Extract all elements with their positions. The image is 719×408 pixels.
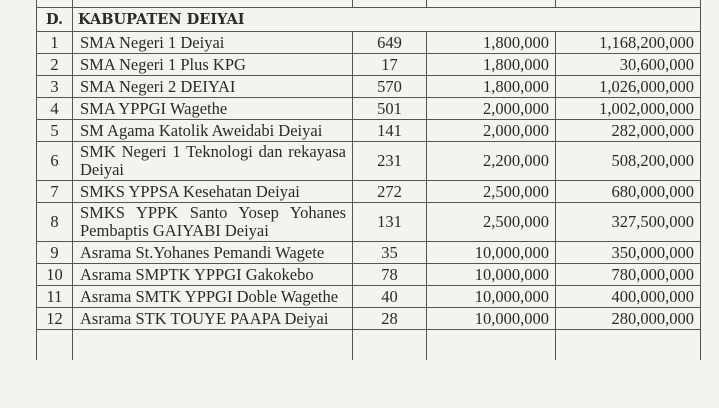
budget-table: D. KABUPATEN DEIYAI 1 SMA Negeri 1 Deiyai…: [36, 0, 701, 360]
table-row: 9 Asrama St.Yohanes Pemandi Wagete 35 10,00…: [36, 241, 701, 264]
unit-amount: 2,200,000: [426, 141, 556, 181]
row-number: 10: [36, 263, 73, 286]
table-row: 12 Asrama STK TOUYE PAAPA Deiyai 28 10,000,…: [36, 307, 701, 330]
school-name: SMA Negeri 1 Deiyai: [72, 31, 353, 54]
unit-amount: 2,000,000: [426, 119, 556, 142]
school-name: SMA Negeri 2 DEIYAI: [72, 75, 353, 98]
student-count: 141: [352, 119, 427, 142]
section-title: KABUPATEN DEIYAI: [72, 7, 701, 32]
total-amount: 400,000,000: [555, 285, 701, 308]
school-name: SM Agama Katolik Aweidabi Deiyai: [72, 119, 353, 142]
student-count: 131: [352, 202, 427, 242]
previous-row-fragment: [36, 0, 701, 8]
total-amount: 327,500,000: [555, 202, 701, 242]
student-count: 649: [352, 31, 427, 54]
table-row: 6 SMK Negeri 1 Teknologi dan rekayasa Dei…: [36, 141, 701, 181]
school-name: SMA YPPGI Wagethe: [72, 97, 353, 120]
student-count: 501: [352, 97, 427, 120]
total-amount: 1,002,000,000: [555, 97, 701, 120]
table-row: 7 SMKS YPPSA Kesehatan Deiyai 272 2,500,000…: [36, 180, 701, 203]
table-body: D. KABUPATEN DEIYAI 1 SMA Negeri 1 Deiyai…: [36, 0, 701, 360]
student-count: 28: [352, 307, 427, 330]
unit-amount: 1,800,000: [426, 53, 556, 76]
school-name: Asrama SMPTK YPPGI Gakokebo: [72, 263, 353, 286]
row-number: 3: [36, 75, 73, 98]
row-number: 6: [36, 141, 73, 181]
student-count: 40: [352, 285, 427, 308]
student-count: 35: [352, 241, 427, 264]
row-number: 8: [36, 202, 73, 242]
student-count: 231: [352, 141, 427, 181]
table-row: 2 SMA Negeri 1 Plus KPG 17 1,800,000 30,600,…: [36, 53, 701, 76]
school-name: SMA Negeri 1 Plus KPG: [72, 53, 353, 76]
total-amount: 508,200,000: [555, 141, 701, 181]
total-amount: 1,026,000,000: [555, 75, 701, 98]
unit-amount: 2,500,000: [426, 180, 556, 203]
section-header-row: D. KABUPATEN DEIYAI: [36, 7, 701, 32]
row-number: 9: [36, 241, 73, 264]
school-name: SMKS YPPSA Kesehatan Deiyai: [72, 180, 353, 203]
row-number: 5: [36, 119, 73, 142]
row-number: 7: [36, 180, 73, 203]
table-row: 5 SM Agama Katolik Aweidabi Deiyai 141 2,00…: [36, 119, 701, 142]
section-code: D.: [36, 7, 73, 32]
unit-amount: 10,000,000: [426, 241, 556, 264]
table-row: 8 SMKS YPPK Santo Yosep Yohanes Pembaptis…: [36, 202, 701, 242]
school-name: Asrama STK TOUYE PAAPA Deiyai: [72, 307, 353, 330]
unit-amount: 1,800,000: [426, 75, 556, 98]
unit-amount: 2,500,000: [426, 202, 556, 242]
row-number: 1: [36, 31, 73, 54]
student-count: 17: [352, 53, 427, 76]
school-name: Asrama St.Yohanes Pemandi Wagete: [72, 241, 353, 264]
unit-amount: 2,000,000: [426, 97, 556, 120]
unit-amount: 10,000,000: [426, 263, 556, 286]
row-number: 4: [36, 97, 73, 120]
table-row: 11 Asrama SMTK YPPGI Doble Wagethe 40 10,00…: [36, 285, 701, 308]
school-name: SMKS YPPK Santo Yosep Yohanes Pembaptis …: [72, 202, 353, 242]
school-name: SMK Negeri 1 Teknologi dan rekayasa Deiy…: [72, 141, 353, 181]
student-count: 272: [352, 180, 427, 203]
row-number: 12: [36, 307, 73, 330]
school-name: Asrama SMTK YPPGI Doble Wagethe: [72, 285, 353, 308]
total-amount: 780,000,000: [555, 263, 701, 286]
table-row: 4 SMA YPPGI Wagethe 501 2,000,000 1,002,000,…: [36, 97, 701, 120]
student-count: 78: [352, 263, 427, 286]
table-row: 3 SMA Negeri 2 DEIYAI 570 1,800,000 1,026,00…: [36, 75, 701, 98]
total-amount: 282,000,000: [555, 119, 701, 142]
next-row-fragment: [36, 329, 701, 360]
unit-amount: 10,000,000: [426, 285, 556, 308]
row-number: 11: [36, 285, 73, 308]
table-row: 10 Asrama SMPTK YPPGI Gakokebo 78 10,000,00…: [36, 263, 701, 286]
total-amount: 280,000,000: [555, 307, 701, 330]
total-amount: 30,600,000: [555, 53, 701, 76]
row-number: 2: [36, 53, 73, 76]
total-amount: 1,168,200,000: [555, 31, 701, 54]
total-amount: 350,000,000: [555, 241, 701, 264]
student-count: 570: [352, 75, 427, 98]
total-amount: 680,000,000: [555, 180, 701, 203]
unit-amount: 1,800,000: [426, 31, 556, 54]
table-row: 1 SMA Negeri 1 Deiyai 649 1,800,000 1,168,20…: [36, 31, 701, 54]
unit-amount: 10,000,000: [426, 307, 556, 330]
